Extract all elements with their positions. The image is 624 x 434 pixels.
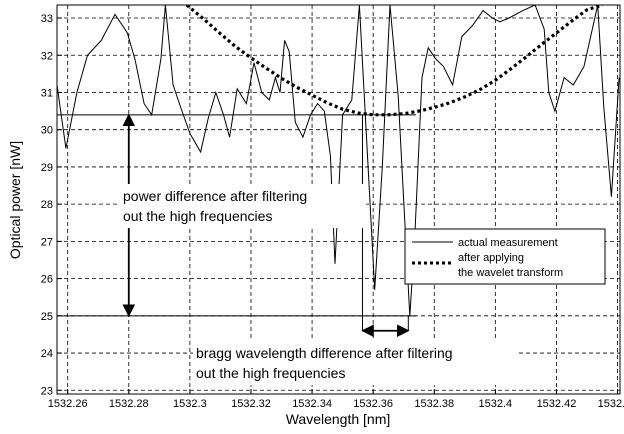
y-tick-label: 24 [41,348,53,360]
y-tick-label: 27 [41,236,53,248]
actual-measurement-line [57,5,620,316]
bragg-difference-note-bg [193,341,519,385]
legend-label-wavelet-line-2: the wavelet transform [458,267,563,279]
grid-lines [57,5,620,394]
y-tick-label: 28 [41,199,53,211]
y-tick-label: 26 [41,274,53,286]
plot-frame [56,4,621,395]
legend-label-actual: actual measurement [458,237,558,249]
y-tick-label: 29 [41,162,53,174]
bragg-difference-annotation: bragg wavelength difference after filter… [193,341,519,385]
x-axis-title: Wavelength [nm] [286,411,391,427]
legend-label-wavelet-line-1: after applying [458,252,524,264]
y-axis-ticks: 23 24 25 26 27 28 29 30 31 32 33 [41,13,62,397]
power-difference-note-line-2: out the high frequencies [123,208,272,224]
x-tick-label: 1532.4 [479,398,513,410]
x-tick-label: 1532.3 [173,398,207,410]
x-tick-label: 1532.34 [292,398,332,410]
y-tick-label: 30 [41,125,53,137]
x-tick-label: 1532.42 [537,398,577,410]
x-tick-label: 1532.26 [48,398,88,410]
wavelet-transform-curve [185,5,603,117]
x-tick-label: 1532.36 [353,398,393,410]
y-axis-title: Optical power [nW] [7,141,23,259]
y-tick-label: 32 [41,50,53,62]
legend-box [404,228,606,285]
x-tick-label: 1532.38 [414,398,454,410]
power-difference-annotation: power difference after filtering out the… [120,184,366,228]
bragg-difference-note-line-1: bragg wavelength difference after filter… [196,345,453,361]
bragg-difference-note-line-2: out the high frequencies [196,365,345,381]
legend: actual measurement after applying the wa… [404,228,606,285]
x-tick-label: 1532.28 [109,398,149,410]
y-tick-label: 23 [41,385,53,397]
x-axis-ticks: 1532.26 1532.28 1532.3 1532.32 1532.34 1532.3… [48,389,624,410]
y-tick-label: 31 [41,87,53,99]
y-tick-label: 33 [41,13,53,25]
x-tick-label: 1532.32 [231,398,271,410]
y-tick-label: 25 [41,311,53,323]
power-difference-note-bg [120,184,366,228]
x-tick-label: 1532.44 [598,398,624,410]
power-difference-note-line-1: power difference after filtering [123,188,307,204]
data-series [57,5,620,316]
